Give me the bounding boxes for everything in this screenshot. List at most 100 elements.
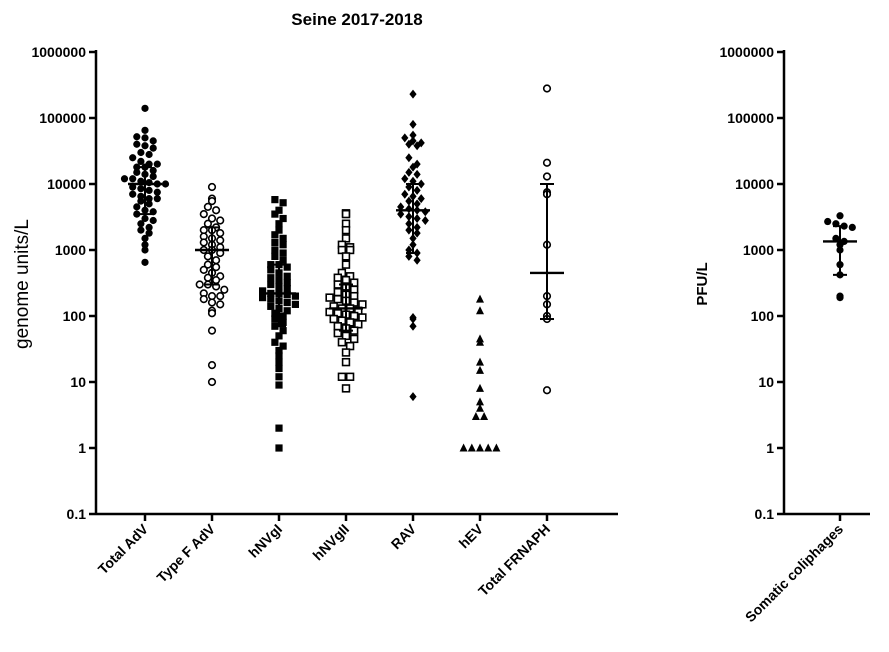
x-tick-label: Total AdV: [95, 520, 152, 577]
data-point: [476, 403, 484, 412]
data-point: [153, 195, 161, 203]
data-point: [137, 148, 145, 157]
data-point: [275, 364, 283, 373]
data-point: [283, 285, 291, 293]
data-point: [329, 314, 338, 324]
y-tick-label: 0.1: [67, 506, 87, 522]
data-point: [409, 314, 417, 324]
data-point: [413, 255, 421, 265]
x-tick-label: Somatic coliphages: [742, 521, 846, 625]
data-point: [199, 238, 208, 247]
data-point: [207, 182, 217, 192]
y-tick-label: 100000: [39, 110, 86, 126]
data-point: [145, 195, 153, 203]
series-hnvgii: hNVgII: [309, 209, 367, 563]
data-point: [216, 229, 225, 238]
data-point: [337, 372, 347, 381]
data-point: [341, 260, 351, 269]
data-point: [149, 172, 157, 181]
data-point: [149, 166, 157, 175]
data-point: [401, 174, 409, 184]
data-point: [476, 443, 484, 452]
data-point: [283, 307, 291, 315]
data-point: [267, 295, 275, 303]
data-point: [203, 273, 212, 282]
data-point: [341, 357, 351, 367]
data-point: [283, 272, 291, 280]
data-point: [145, 229, 153, 237]
data-point: [271, 315, 279, 323]
data-point: [275, 226, 283, 234]
data-point: [409, 89, 417, 99]
y-tick-label: 0.1: [755, 506, 775, 522]
data-point: [207, 309, 217, 318]
data-point: [275, 332, 283, 340]
data-point: [216, 300, 225, 309]
right-panel: 0.1 1 10 100 1000 10000 100000 1000000 PFU/L Soma…: [694, 44, 870, 625]
data-point: [291, 300, 299, 308]
data-point: [333, 273, 342, 282]
data-point: [413, 214, 421, 224]
data-point: [401, 133, 409, 143]
data-point: [476, 397, 484, 406]
data-point: [405, 167, 413, 177]
data-point: [259, 287, 267, 295]
y-tick-label: 10: [758, 374, 774, 390]
chart-title: Seine 2017-2018: [291, 10, 422, 29]
data-point: [341, 209, 351, 219]
data-point: [413, 228, 421, 238]
data-point: [267, 280, 275, 289]
data-point: [476, 337, 484, 346]
data-point: [405, 196, 413, 206]
data-point: [207, 326, 217, 335]
data-point: [267, 266, 275, 274]
data-point: [216, 236, 225, 245]
data-point: [275, 352, 283, 360]
data-point: [283, 298, 291, 307]
y-tick-label: 1: [766, 440, 774, 456]
data-point: [275, 220, 283, 228]
series-somatic-coliphages: Somatic coliphages: [742, 212, 857, 625]
data-point: [405, 245, 413, 255]
data-point: [133, 210, 141, 218]
data-point: [133, 163, 141, 171]
data-point: [358, 313, 367, 322]
y-tick-label: 1000: [55, 242, 86, 258]
data-point: [476, 294, 484, 303]
y-tick-label: 1000: [743, 242, 774, 258]
data-point: [409, 119, 417, 129]
data-point: [141, 246, 149, 254]
data-point: [345, 372, 355, 381]
x-tick-label: hEV: [456, 520, 487, 551]
y-tick-label: 100: [751, 308, 775, 324]
data-point: [271, 309, 279, 317]
data-point: [207, 377, 217, 387]
data-point: [275, 358, 283, 366]
data-point: [409, 130, 417, 140]
data-point: [283, 263, 291, 271]
data-point: [341, 252, 351, 261]
data-point: [275, 346, 283, 355]
data-point: [413, 199, 421, 209]
x-tick-label: RAV: [388, 520, 420, 552]
data-point: [836, 294, 844, 302]
data-point: [405, 139, 413, 149]
series-rav: RAV: [388, 89, 430, 552]
data-point: [129, 175, 137, 183]
data-point: [149, 137, 157, 145]
data-point: [161, 180, 170, 188]
data-point: [325, 293, 334, 302]
y-tick-label: 1000000: [31, 44, 86, 60]
data-point: [349, 334, 359, 344]
data-point: [271, 252, 279, 260]
data-point: [283, 291, 291, 299]
data-point: [129, 190, 137, 198]
y-tick-label: 1000000: [719, 44, 774, 60]
data-point: [212, 256, 221, 265]
data-point: [333, 328, 342, 338]
data-point: [271, 210, 279, 218]
data-point: [145, 200, 153, 208]
data-point: [333, 322, 342, 331]
